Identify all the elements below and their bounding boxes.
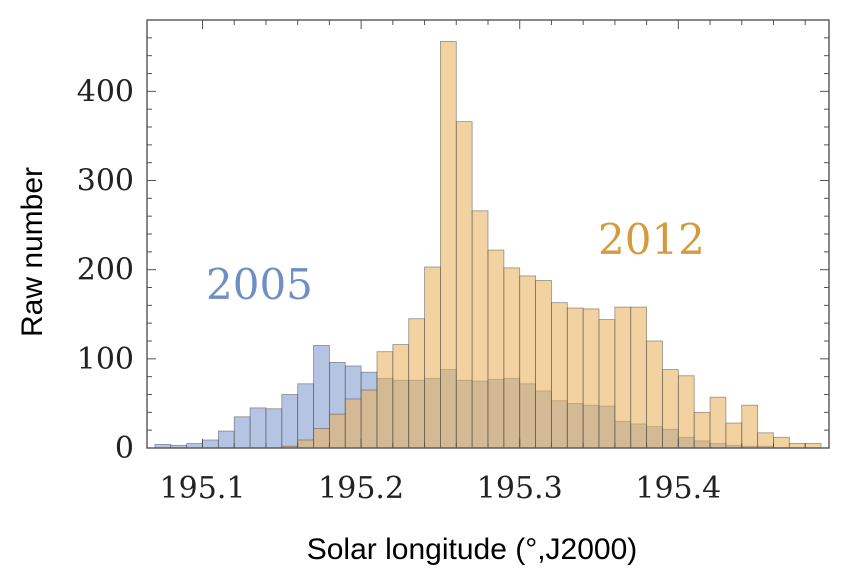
bar-2005-9 [297,383,314,449]
x-axis-title: Solar longitude (°,J2000) [307,533,638,566]
bar-2012-37 [741,404,759,449]
bar-2012-13 [360,389,378,449]
bar-2012-34 [693,411,711,449]
bar-2005-3 [202,439,219,449]
bar-2012-39 [773,436,790,449]
bar-2012-23 [519,275,536,449]
x-tick-label-2: 195.3 [477,471,563,506]
bar-2012-14 [376,351,394,449]
bar-2012-12 [344,398,362,449]
bar-2012-24 [535,279,552,449]
bar-2012-17 [424,266,441,449]
axis-ticks [147,19,829,449]
bar-2005-5 [233,416,251,449]
y-tick-label-1: 100 [77,342,134,377]
series-label-2005: 2005 [206,260,313,309]
bar-2012-19 [455,121,473,449]
bar-2012-35 [709,396,727,449]
bar-2012-26 [566,307,584,449]
bar-2012-10 [313,427,330,449]
bar-2012-22 [503,267,521,449]
bar-2005-4 [217,430,235,449]
bar-2005-7 [265,408,283,449]
bar-2012-33 [677,375,695,449]
bar-2012-11 [328,413,346,449]
y-tick-label-0: 0 [115,431,134,466]
bar-2012-25 [551,302,568,449]
bar-2012-31 [646,340,663,449]
bar-2005-6 [249,407,267,449]
x-tick-labels: 195.1 195.2 195.3 195.4 [160,471,722,506]
bar-2012-29 [614,306,632,449]
y-tick-labels: 0 100 200 300 400 [77,74,134,466]
x-tick-label-0: 195.1 [160,471,246,506]
bar-2012-38 [757,432,774,449]
bar-2012-20 [471,210,489,449]
bar-2012-16 [408,318,425,449]
bar-2012-15 [392,344,410,449]
series-label-2012: 2012 [598,215,705,264]
y-tick-label-3: 300 [77,164,134,199]
bar-2012-21 [487,249,505,449]
bar-2012-27 [582,308,600,449]
x-tick-label-3: 195.4 [635,471,721,506]
y-tick-label-4: 400 [77,74,134,109]
y-axis-title: Raw number [16,167,49,337]
bar-2012-28 [598,319,616,449]
bar-2012-30 [630,306,647,449]
bar-2012-9 [297,439,314,449]
bar-2005-8 [281,394,299,449]
bar-2012-18 [440,41,457,449]
series-2012-bars [281,41,822,449]
bar-2012-36 [725,422,743,449]
y-tick-label-2: 200 [77,253,134,288]
x-tick-label-1: 195.2 [318,471,404,506]
bar-2012-32 [662,369,679,449]
